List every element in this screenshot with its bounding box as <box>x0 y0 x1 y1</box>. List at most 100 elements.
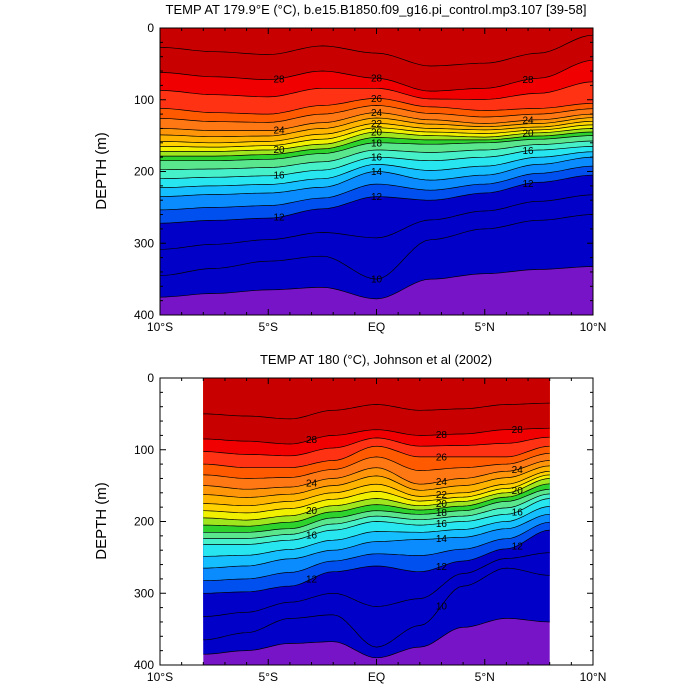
contour-label-text: 28 <box>274 74 286 85</box>
contour-label: 24 <box>512 465 524 476</box>
x-axis: 10°S 5°S EQ 5°N 10°N <box>147 378 606 684</box>
plot-area <box>160 28 593 315</box>
contour-label: 24 <box>436 477 448 488</box>
contour-label-text: 28 <box>512 425 524 436</box>
contour-label-text: 12 <box>522 179 534 190</box>
y-tick-label: 100 <box>134 443 154 457</box>
x-tick-label: 5°S <box>259 320 278 334</box>
contour-label-text: 24 <box>522 116 534 127</box>
contour-label: 12 <box>512 541 524 552</box>
y-axis: 0 100 200 300 400 <box>134 21 593 322</box>
contour-label: 24 <box>274 125 286 136</box>
contour-label: 12 <box>274 213 286 224</box>
contour-label: 20 <box>522 129 534 140</box>
contour-line-29 <box>203 402 550 420</box>
contour-line-14 <box>203 513 550 569</box>
contour-label-text: 26 <box>436 452 448 463</box>
contour-label: 10 <box>371 275 383 286</box>
contour-line-15 <box>160 151 593 188</box>
x-tick-label: EQ <box>368 670 385 684</box>
contour-line-17 <box>203 493 550 539</box>
contour-label: 22 <box>436 490 448 501</box>
contour-label-text: 18 <box>371 138 383 149</box>
contour-label-text: 16 <box>274 171 286 182</box>
contour-label-text: 16 <box>306 531 318 542</box>
contour-line-24 <box>160 112 593 131</box>
contour-line-26 <box>160 97 593 115</box>
contour-line-28 <box>203 427 550 445</box>
contour-label-text: 28 <box>371 74 383 85</box>
contour-label-text: 20 <box>306 506 318 517</box>
band-29 <box>160 28 593 66</box>
contour-label-text: 12 <box>306 574 318 585</box>
contour-label-text: 14 <box>371 167 383 178</box>
contour-label-text: 24 <box>371 108 383 119</box>
contour-line-13 <box>203 521 550 582</box>
contour-label-text: 26 <box>371 94 383 105</box>
contour-line-27 <box>203 436 550 457</box>
contour-label: 26 <box>436 452 448 463</box>
contour-label: 14 <box>371 167 383 178</box>
contour-line-15 <box>203 506 550 557</box>
contour-label: 20 <box>512 486 524 497</box>
contour-label-text: 24 <box>512 465 524 476</box>
x-tick-label: 10°N <box>580 670 607 684</box>
contour-label: 12 <box>306 574 318 585</box>
contour-label-text: 20 <box>274 145 286 156</box>
contour-label: 24 <box>371 108 383 119</box>
y-axis-label: DEPTH (m) <box>93 482 110 560</box>
contour-label-text: 12 <box>274 213 286 224</box>
y-tick-label: 200 <box>134 165 154 179</box>
contour-line-9 <box>203 618 550 659</box>
contour-label: 12 <box>522 179 534 190</box>
x-tick-label: EQ <box>368 320 385 334</box>
contour-line-10 <box>203 567 550 648</box>
contour-line-22 <box>203 470 550 507</box>
contour-label-text: 16 <box>371 153 383 164</box>
contour-line-12 <box>160 174 593 224</box>
contour-line-24 <box>203 460 550 490</box>
contour-label-text: 20 <box>522 129 534 140</box>
contour-label-text: 16 <box>512 507 524 518</box>
contour-label: 28 <box>512 425 524 436</box>
contour-label: 18 <box>371 138 383 149</box>
contour-label: 14 <box>436 534 448 545</box>
contour-label: 24 <box>306 478 318 489</box>
y-tick-label: 100 <box>134 93 154 107</box>
contour-line-13 <box>160 165 593 211</box>
contour-line-14 <box>160 156 593 197</box>
contour-line-9 <box>160 266 593 300</box>
x-tick-label: 5°N <box>475 670 495 684</box>
contour-label: 20 <box>436 499 448 510</box>
contour-label: 26 <box>371 94 383 105</box>
contour-label: 16 <box>371 153 383 164</box>
contour-label-text: 28 <box>306 435 318 446</box>
contour-label: 16 <box>306 531 318 542</box>
plot-area <box>203 378 550 665</box>
contour-line-22 <box>160 120 593 144</box>
y-axis-label: DEPTH (m) <box>93 132 110 210</box>
contour-label-text: 22 <box>371 119 383 130</box>
contour-line-11 <box>160 194 593 250</box>
x-tick-label: 10°N <box>580 320 607 334</box>
contour-label: 16 <box>436 519 448 530</box>
contour-line-18 <box>160 135 593 162</box>
contour-label: 16 <box>522 146 534 157</box>
contour-line-25 <box>203 452 550 479</box>
contour-line-23 <box>160 117 593 138</box>
y-tick-label: 200 <box>134 515 154 529</box>
contour-line-11 <box>203 552 550 617</box>
contour-label-text: 20 <box>512 486 524 497</box>
contour-line-10 <box>160 214 593 280</box>
contour-label: 12 <box>371 192 383 203</box>
contour-line-26 <box>203 445 550 469</box>
contour-label-text: 12 <box>436 562 448 573</box>
contour-label: 20 <box>306 506 318 517</box>
y-tick-label: 300 <box>134 236 154 250</box>
y-axis: 0 100 200 300 400 <box>134 371 593 672</box>
panel-title: TEMP AT 179.9°E (°C), b.e15.B1850.f09_g1… <box>166 2 587 17</box>
contour-label: 22 <box>371 119 383 130</box>
contour-label: 28 <box>522 75 534 86</box>
contour-label: 20 <box>371 128 383 139</box>
